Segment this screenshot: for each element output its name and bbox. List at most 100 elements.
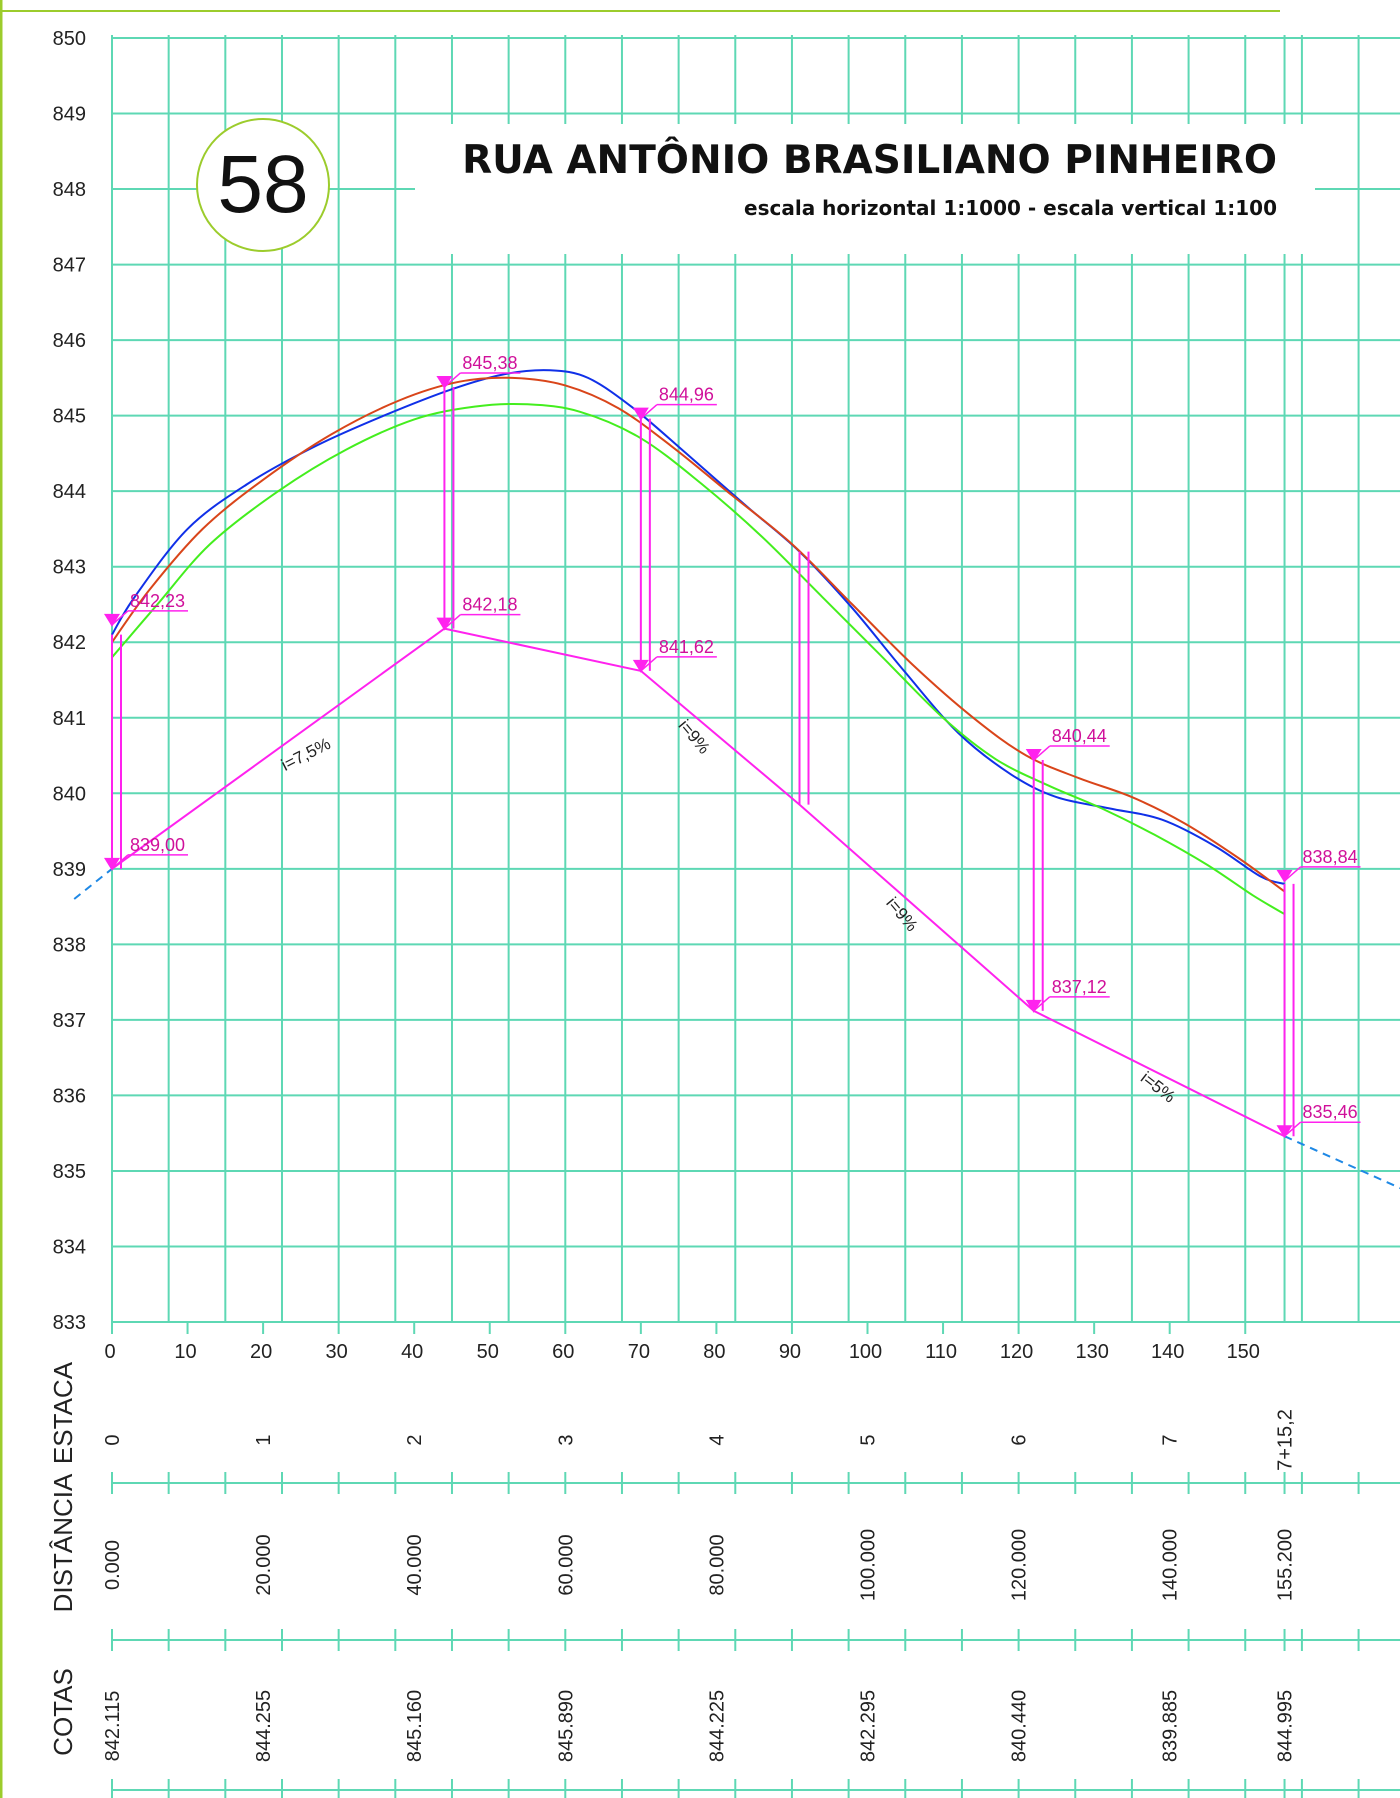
- elevation-label: 842,18: [462, 595, 517, 615]
- profile-table: ESTACA 0 1 2 3 4 5 6 7 7+15,2 DISTÂNCIA 0.000 20.000…: [48, 1361, 1400, 1798]
- elevation-marker-triangle: [632, 659, 649, 673]
- elevation-marker-triangle: [104, 857, 120, 871]
- table-cell-cotas: 842.295: [858, 1690, 880, 1762]
- table-cell-cotas: 844.995: [1275, 1690, 1297, 1762]
- x-tick-label: 110: [925, 1341, 957, 1363]
- y-tick-label: 848: [53, 179, 86, 201]
- y-tick-label: 837: [53, 1010, 86, 1032]
- table-row-header: ESTACA: [48, 1361, 78, 1464]
- slope-label: i=9%: [675, 716, 714, 758]
- y-tick-label: 840: [53, 783, 86, 805]
- y-tick-label: 842: [53, 632, 86, 654]
- axes: 0 10 20 30 40 50 60 70 80 90 100 110 120 130 140 150 833…: [53, 28, 1260, 1363]
- table-cell-distncia: 140.000: [1160, 1529, 1182, 1601]
- y-tick-label: 849: [53, 104, 86, 126]
- elevation-marker-triangle: [1276, 869, 1293, 883]
- elevation-leader: [1284, 1121, 1302, 1137]
- elevation-leader: [640, 404, 658, 420]
- table-cell-estaca: 7+15,2: [1275, 1409, 1297, 1471]
- elevation-label: 841,62: [659, 637, 714, 657]
- sheet-number-badge: 58: [196, 118, 330, 252]
- table-cell-distncia: 120.000: [1009, 1529, 1031, 1601]
- y-tick-label: 847: [53, 255, 86, 277]
- x-tick-label: 80: [703, 1341, 725, 1363]
- table-cell-distncia: 80.000: [706, 1534, 728, 1595]
- elevation-leader: [443, 614, 461, 630]
- y-tick-label: 833: [53, 1312, 86, 1334]
- table-cell-cotas: 840.440: [1009, 1690, 1031, 1762]
- table-cell-distncia: 155.200: [1275, 1529, 1297, 1601]
- x-tick-label: 20: [250, 1341, 272, 1363]
- x-tick-label: 100: [849, 1341, 882, 1363]
- elevation-markers: 842,23 839,00 845,38 842,18 844,96 841,62 840,…: [104, 353, 1361, 1139]
- sheet-frame: [0, 0, 1280, 1798]
- table-cell-distncia: 100.000: [858, 1529, 880, 1601]
- elevation-label: 839,00: [130, 835, 185, 855]
- y-tick-label: 846: [53, 330, 86, 352]
- x-tick-label: 0: [104, 1341, 115, 1363]
- slope-label: i=9%: [882, 894, 921, 936]
- terrain-series-blue-line: [111, 369, 1285, 885]
- y-tick-label: 836: [53, 1085, 86, 1107]
- table-cell-distncia: 60.000: [555, 1534, 577, 1595]
- elevation-marker-triangle: [436, 617, 453, 631]
- table-cell-distncia: 40.000: [404, 1534, 426, 1595]
- table-cell-estaca: 1: [253, 1434, 275, 1445]
- y-tick-label: 845: [53, 406, 86, 428]
- table-cell-cotas: 845.160: [404, 1690, 426, 1762]
- table-cell-cotas: 844.225: [706, 1690, 728, 1762]
- x-tick-label: 10: [174, 1341, 196, 1363]
- table-cell-estaca: 3: [555, 1434, 577, 1445]
- y-tick-label: 844: [53, 481, 86, 503]
- elevation-label: 837,12: [1052, 977, 1107, 997]
- elevation-marker-triangle: [436, 375, 453, 389]
- x-tick-label: 140: [1151, 1341, 1184, 1363]
- drawing-title: RUA ANTÔNIO BRASILIANO PINHEIRO: [462, 138, 1277, 183]
- x-tick-label: 50: [477, 1341, 499, 1363]
- elevation-label: 835,46: [1303, 1102, 1358, 1122]
- y-tick-label: 841: [53, 708, 86, 730]
- grade-line: i=7,5% i=9%i=9%i=5%: [73, 386, 1400, 1190]
- x-tick-label: 70: [628, 1341, 650, 1363]
- title-block: RUA ANTÔNIO BRASILIANO PINHEIRO escala h…: [415, 124, 1315, 254]
- terrain-series-red-line: [111, 376, 1286, 893]
- table-cell-distncia: 0.000: [102, 1540, 124, 1590]
- elevation-marker-triangle: [1025, 749, 1042, 763]
- elevation-marker-triangle: [104, 613, 120, 627]
- elevation-label: 840,44: [1052, 726, 1107, 746]
- design-grade-line: [111, 627, 1285, 1138]
- table-cell-cotas: 839.885: [1160, 1690, 1182, 1762]
- elevation-label: 838,84: [1303, 847, 1358, 867]
- y-tick-label: 834: [53, 1236, 86, 1258]
- slope-label: i=7,5%: [278, 734, 333, 775]
- terrain-profiles: [111, 369, 1286, 915]
- table-cell-estaca: 5: [858, 1434, 880, 1445]
- table-cell-estaca: 6: [1009, 1434, 1031, 1445]
- x-tick-label: 40: [401, 1341, 423, 1363]
- elevation-leader: [1284, 866, 1302, 882]
- elevation-leader: [1033, 996, 1051, 1012]
- x-tick-label: 130: [1075, 1341, 1108, 1363]
- elevation-label: 844,96: [659, 385, 714, 405]
- drawing-scale-note: escala horizontal 1:1000 - escala vertic…: [744, 196, 1277, 220]
- elevation-label: 845,38: [462, 353, 517, 373]
- elevation-marker-triangle: [1025, 999, 1042, 1013]
- elevation-label: 842,23: [130, 591, 185, 611]
- elevation-leader: [640, 656, 658, 672]
- y-tick-label: 839: [53, 859, 86, 881]
- elevation-leader: [443, 372, 461, 388]
- elevation-leader: [111, 854, 129, 870]
- elevation-marker-triangle: [632, 407, 649, 421]
- x-tick-label: 120: [1000, 1341, 1033, 1363]
- table-cell-cotas: 845.890: [555, 1690, 577, 1762]
- grade-extension-right: [1284, 1135, 1400, 1190]
- table-cell-estaca: 2: [404, 1434, 426, 1445]
- elevation-marker-triangle: [1276, 1125, 1293, 1139]
- y-tick-label: 843: [53, 557, 86, 579]
- table-row-header: DISTÂNCIA: [48, 1473, 78, 1612]
- x-tick-label: 150: [1227, 1341, 1260, 1363]
- x-tick-label: 60: [552, 1341, 574, 1363]
- table-cell-distncia: 20.000: [253, 1534, 275, 1595]
- table-row-header: COTAS: [48, 1668, 78, 1756]
